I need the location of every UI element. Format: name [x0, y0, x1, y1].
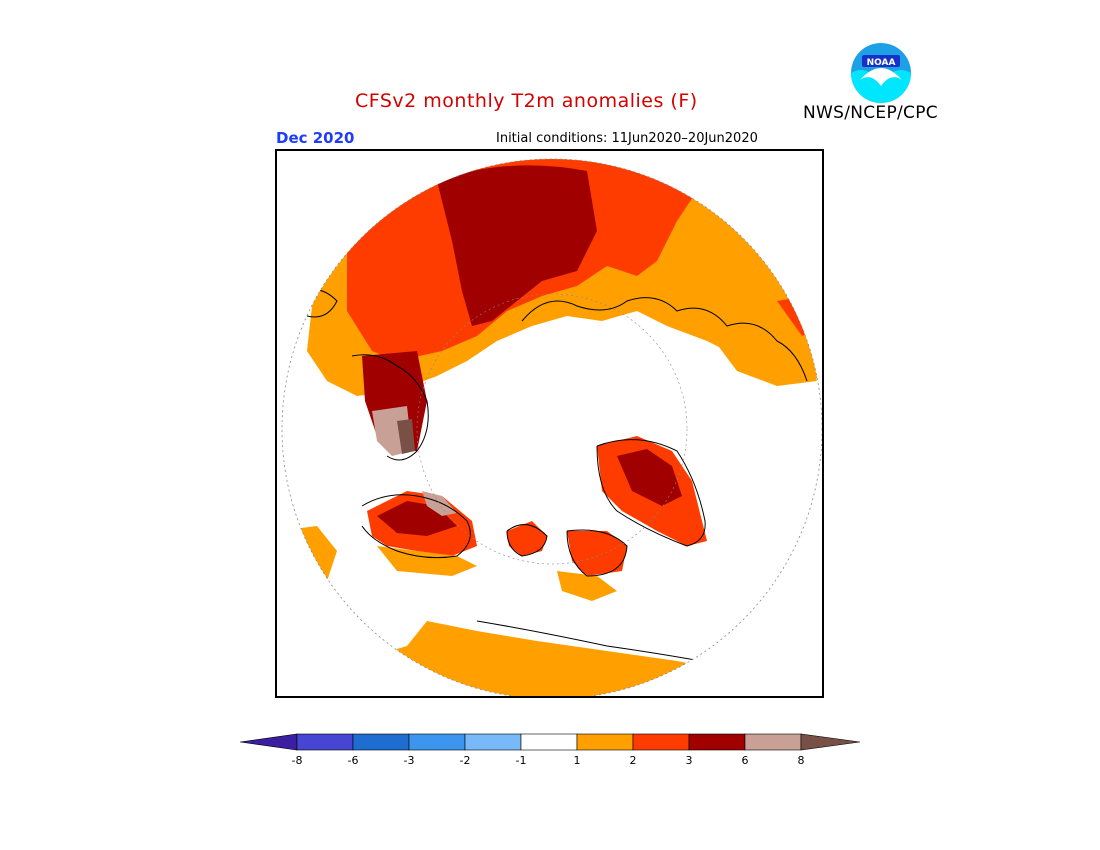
- colorbar-tick-label: 3: [686, 754, 693, 767]
- colorbar-box: [352, 733, 410, 751]
- anomaly-region-siberia-darkred: [437, 165, 597, 326]
- colorbar-box: [296, 733, 354, 751]
- polar-map: [281, 158, 822, 696]
- initial-conditions-label: Initial conditions: 11Jun2020–20Jun2020: [496, 131, 758, 146]
- anomaly-region-greenland-darkred: [617, 449, 682, 506]
- colorbar-labels: -8 -6 -3 -2 -1 1 2 3 6 8: [292, 754, 805, 767]
- colorbar-tick-label: -2: [460, 754, 471, 767]
- colorbar-tick-label: -3: [404, 754, 415, 767]
- anomaly-region-russia-brown: [397, 419, 415, 454]
- colorbar-tick-label: 1: [574, 754, 581, 767]
- colorbar-arrow-right: [800, 733, 860, 751]
- anomaly-region-east-orange: [707, 326, 817, 386]
- anomaly-region-canada-arctic: [507, 521, 547, 556]
- colorbar-tick-label: 6: [742, 754, 749, 767]
- noaa-logo-text: NOAA: [867, 58, 896, 68]
- colorbar: -8 -6 -3 -2 -1 1 2 3 6 8: [240, 733, 860, 767]
- noaa-logo: NOAA: [851, 43, 911, 103]
- colorbar-box: [744, 733, 802, 751]
- organization-label: NWS/NCEP/CPC: [803, 103, 938, 123]
- map-outer-circle: [281, 158, 822, 696]
- colorbar-tick-label: 8: [798, 754, 805, 767]
- anomaly-region-europe-orange: [377, 546, 477, 576]
- colorbar-box: [408, 733, 466, 751]
- anomaly-region-hudson-orange: [557, 571, 617, 601]
- colorbar-box: [520, 733, 578, 751]
- colorbar-box: [688, 733, 746, 751]
- colorbar-arrow-left: [240, 733, 298, 751]
- anomaly-region-hudson: [567, 531, 627, 576]
- colorbar-box: [464, 733, 522, 751]
- map-frame: [275, 149, 824, 698]
- colorbar-box: [632, 733, 690, 751]
- valid-month-label: Dec 2020: [276, 129, 355, 147]
- latitude-circle: [416, 293, 688, 565]
- colorbar-boxes: [240, 733, 860, 751]
- colorbar-box: [576, 733, 634, 751]
- colorbar-tick-label: -1: [516, 754, 527, 767]
- anomaly-region-north-america-south: [282, 621, 822, 696]
- colorbar-tick-label: -8: [292, 754, 303, 767]
- map-title: CFSv2 monthly T2m anomalies (F): [355, 90, 698, 112]
- colorbar-tick-label: -6: [348, 754, 359, 767]
- colorbar-tick-label: 2: [630, 754, 637, 767]
